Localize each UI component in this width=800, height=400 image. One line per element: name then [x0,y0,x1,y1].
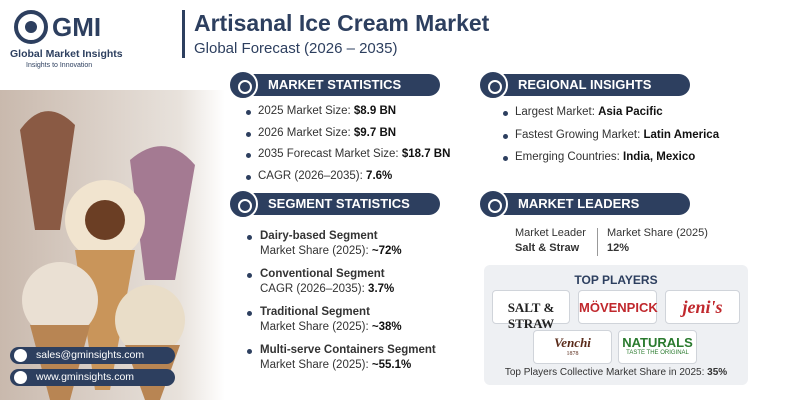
bullet [247,235,252,240]
logo-icon [14,10,48,44]
segment-stat: CAGR (2026–2035): 3.7% [260,283,394,295]
segment-stat: Market Share (2025): ~72% [260,245,402,257]
segment-name: Multi-serve Containers Segment [260,344,436,356]
bullet [246,174,251,180]
player-sub: TASTE THE ORIGINAL [626,350,689,356]
segment-stat: Market Share (2025): ~55.1% [260,359,411,371]
player-name: NATURALS [622,335,693,350]
label: CAGR (2026–2035): [260,283,365,295]
value: Latin America [643,128,720,141]
stat-item: 2025 Market Size: $8.9 BN [258,105,396,117]
player-name: MÖVENPICK [579,300,658,315]
bullet [247,349,252,354]
website[interactable]: www.gminsights.com [10,369,175,386]
divider [597,228,598,256]
value: India, Mexico [623,151,696,163]
bullet [247,311,252,316]
value: 7.6% [366,169,393,182]
player-name: jeni's [682,297,723,317]
bullet [246,131,251,137]
label: Market Share (2025): [260,245,369,257]
stat-item: 2026 Market Size: $9.7 BN [258,127,396,139]
label: 2035 Forecast Market Size: [258,148,399,160]
label: Market Share (2025): [260,359,369,371]
heading: SEGMENT STATISTICS [268,196,410,211]
label: Emerging Countries: [515,151,620,163]
note: Top Players Collective Market Share in 2… [504,367,705,378]
label: Fastest Growing Market: [515,128,641,141]
player-sub: 1878 [566,351,579,357]
share: 12% [607,242,630,254]
title-rule [182,10,185,58]
region-item: Largest Market: Asia Pacific [515,106,663,118]
player-logo: Venchi 1878 [533,330,612,364]
section-header: MARKET LEADERS [478,189,690,219]
note-value: 35% [707,367,728,378]
stat-item: 2035 Forecast Market Size: $18.7 BN [258,148,450,160]
section-header: SEGMENT STATISTICS [228,189,440,219]
player-logo: NATURALS TASTE THE ORIGINAL [618,330,697,364]
value: ~72% [371,245,402,257]
bullet [246,153,251,158]
bullet [246,110,251,115]
value: $18.7 BN [401,148,451,160]
region-item: Emerging Countries: India, Mexico [515,151,695,163]
subtitle: Global Forecast (2026 – 2035) [194,40,398,57]
segment-name: Dairy-based Segment [260,230,378,242]
heading: REGIONAL INSIGHTS [518,77,652,92]
bullet [503,156,508,161]
heading: MARKET LEADERS [518,196,640,211]
players-note: Top Players Collective Market Share in 2… [484,367,748,378]
player-logo: SALT & STRAW [492,290,570,331]
value: 3.7% [368,283,395,295]
logo-name: GMI [52,12,102,42]
value: Asia Pacific [598,106,663,118]
segment-name: Conventional Segment [260,268,385,280]
value: ~38% [371,321,402,333]
player-logo: MÖVENPICK [578,290,658,324]
value: $8.9 BN [353,105,397,117]
label: 2025 Market Size: [258,105,351,117]
ice-cream-photo [0,90,225,400]
label: CAGR (2026–2035): [258,169,363,182]
top-players-heading: TOP PLAYERS [574,273,658,287]
title: Artisanal Ice Cream Market [194,10,490,36]
segment-stat: Market Share (2025): ~38% [260,321,402,333]
heading: MARKET STATISTICS [268,77,402,92]
player-name: SALT & STRAW [507,300,555,331]
player-name: Venchi [554,335,591,350]
bullet [503,111,508,116]
player-logo: jeni's [665,290,740,324]
logo-company: Global Market Insights [10,48,123,60]
label: 2026 Market Size: [258,126,351,139]
value: $9.7 BN [353,126,397,139]
section-header: REGIONAL INSIGHTS [478,70,690,100]
top-players-box [484,265,748,385]
logo-tagline: Insights to Innovation [26,62,93,69]
value: ~55.1% [371,359,412,371]
email[interactable]: sales@gminsights.com [10,347,175,364]
stat-item: CAGR (2026–2035): 7.6% [258,170,392,182]
section-header: MARKET STATISTICS [228,70,440,100]
segment-name: Traditional Segment [260,306,370,318]
label: Largest Market: [515,106,595,118]
leader-label: Market Leader [515,227,586,239]
region-item: Fastest Growing Market: Latin America [515,129,719,141]
leader: Salt & Straw [515,242,580,254]
bullet [503,133,508,139]
share-label: Market Share (2025) [607,227,708,239]
label: Market Share (2025): [260,321,369,333]
bullet [247,273,252,278]
